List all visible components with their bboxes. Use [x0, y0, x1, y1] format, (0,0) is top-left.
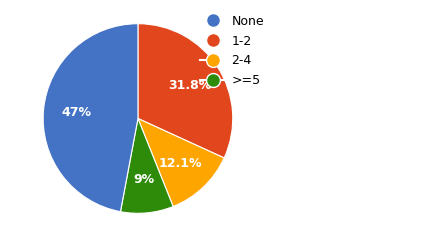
Wedge shape — [43, 24, 138, 212]
Wedge shape — [121, 118, 173, 213]
Text: 12.1%: 12.1% — [159, 157, 202, 170]
Text: 47%: 47% — [61, 106, 92, 119]
Text: 31.8%: 31.8% — [168, 79, 211, 92]
Legend: None, 1-2, 2-4, >=5: None, 1-2, 2-4, >=5 — [196, 11, 268, 91]
Wedge shape — [138, 24, 233, 158]
Text: 9%: 9% — [134, 173, 154, 186]
Wedge shape — [138, 118, 224, 206]
